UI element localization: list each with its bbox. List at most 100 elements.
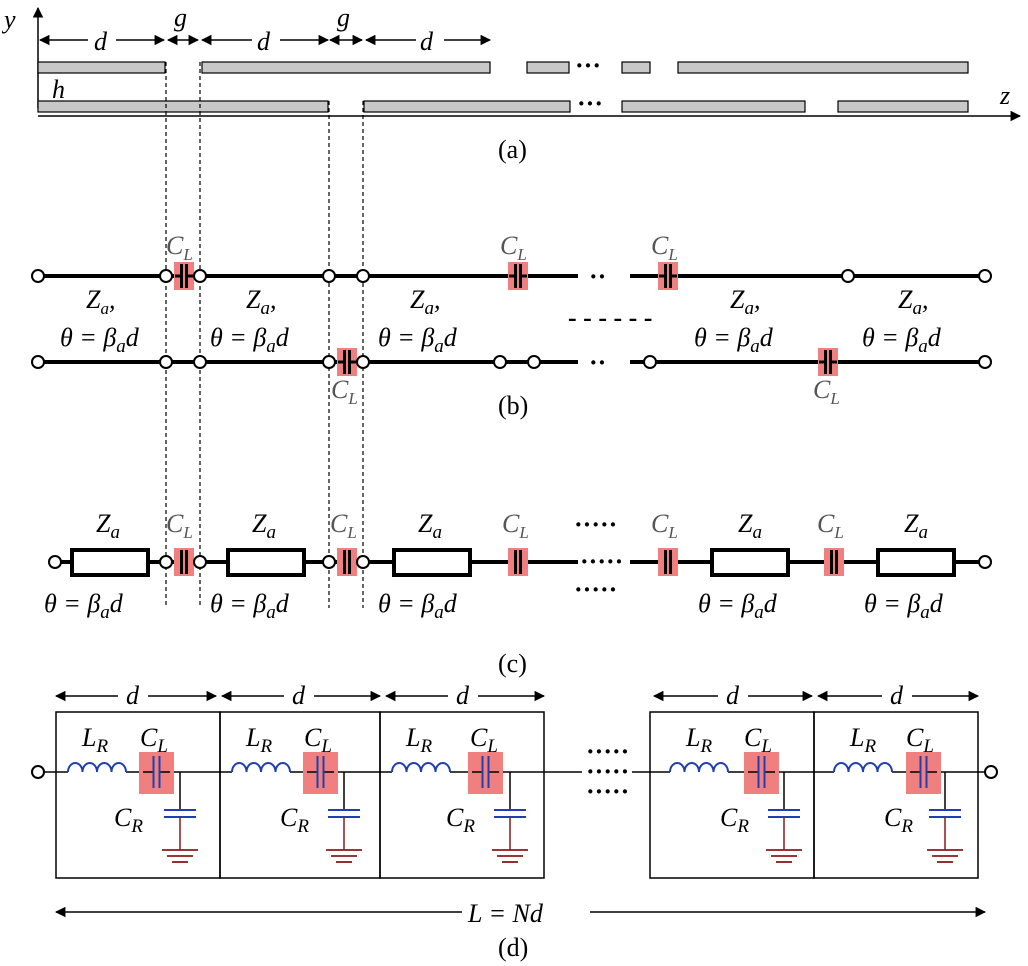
svg-text:CL: CL — [744, 723, 772, 757]
guide-lines — [165, 62, 364, 608]
capacitor-icon — [508, 262, 528, 290]
capacitor-icon — [818, 348, 838, 376]
cl-labels-c: CL CL CL CL CL — [166, 509, 844, 542]
cl-labels-d: CL CL CL CL CL — [140, 723, 934, 757]
svg-text:d: d — [890, 681, 904, 710]
tl-boxes — [70, 548, 956, 577]
svg-text:θ = βad: θ = βad — [44, 589, 124, 623]
inductor-icon — [391, 762, 451, 773]
svg-text:CL: CL — [813, 375, 840, 408]
shunt-capacitor-icon — [162, 772, 198, 863]
middle-dashes: - - - - - - — [568, 303, 652, 332]
bottom-c-dots: ····· — [574, 575, 617, 604]
shunt-capacitor-icon — [492, 772, 528, 863]
top-c-dots: ····· — [574, 510, 617, 539]
svg-text:Za: Za — [418, 509, 442, 543]
capacitor-icon — [174, 548, 194, 576]
caption-b: (b) — [498, 391, 528, 420]
shunt-capacitor-icon — [326, 772, 362, 863]
svg-text:Za: Za — [904, 509, 928, 543]
svg-text:CL: CL — [331, 375, 358, 408]
caption-d: (d) — [498, 933, 528, 962]
svg-text:CL: CL — [651, 509, 678, 542]
caption-c: (c) — [498, 649, 527, 678]
g-label-2: g — [337, 3, 350, 32]
terminals-d — [31, 765, 998, 779]
svg-text:Za,: Za, — [898, 285, 928, 319]
bottom-strips — [37, 100, 969, 113]
capacitor-icon — [906, 752, 941, 794]
capacitor-icon — [174, 262, 194, 290]
line-c-dots: ····· — [580, 547, 623, 576]
d-dots-bottom: ····· — [586, 777, 629, 806]
svg-text:d: d — [126, 681, 140, 710]
bottom-line-dots: ·· — [589, 348, 606, 377]
svg-text:θ = βad: θ = βad — [378, 323, 458, 357]
node-circles-b — [31, 269, 992, 369]
shunt-capacitor-icon — [766, 772, 802, 863]
svg-text:LR: LR — [849, 723, 876, 757]
panel-b: ·· ·· — [31, 231, 992, 420]
svg-text:LR: LR — [405, 723, 432, 757]
g-label-1: g — [174, 3, 187, 32]
svg-text:θ = βad: θ = βad — [864, 589, 944, 623]
svg-text:θ = βad: θ = βad — [60, 323, 140, 357]
svg-text:CL: CL — [502, 509, 529, 542]
capacitor-icon — [139, 752, 174, 794]
svg-text:CL: CL — [470, 723, 498, 757]
svg-text:d: d — [726, 681, 740, 710]
d-dots-mid: ····· — [586, 757, 629, 786]
h-label: h — [52, 75, 65, 104]
svg-text:CR: CR — [884, 803, 913, 837]
inductor-icon — [669, 762, 729, 773]
svg-text:θ = βad: θ = βad — [210, 323, 290, 357]
inductor-icon — [67, 762, 127, 773]
svg-text:CL: CL — [651, 231, 678, 264]
svg-text:d: d — [292, 681, 306, 710]
svg-text:CL: CL — [330, 509, 357, 542]
svg-text:CL: CL — [166, 231, 193, 264]
cr-labels-d: CR CR CR CR CR — [114, 803, 913, 837]
svg-text:Za,: Za, — [86, 285, 115, 318]
svg-text:θ = βad: θ = βad — [694, 323, 774, 357]
capacitor-icon — [744, 752, 779, 794]
svg-text:CL: CL — [500, 231, 527, 264]
d-labels: d d d d d — [118, 681, 912, 710]
svg-text:θ = βad: θ = βad — [862, 323, 942, 357]
svg-text:Za: Za — [252, 509, 276, 543]
d-label-2: d — [257, 27, 271, 56]
svg-text:LR: LR — [685, 723, 712, 757]
svg-text:Za,: Za, — [246, 285, 276, 319]
capacitor-icon — [337, 348, 357, 376]
capacitor-icon — [658, 548, 678, 576]
total-length-label: L = Nd — [467, 899, 544, 928]
y-axis-label: y — [1, 5, 16, 34]
svg-text:CL: CL — [906, 723, 934, 757]
top-dots: ··· — [575, 51, 601, 80]
caption-a: (a) — [498, 135, 527, 164]
z-axis-label: z — [999, 81, 1010, 110]
svg-text:CL: CL — [140, 723, 168, 757]
svg-text:CR: CR — [446, 803, 475, 837]
svg-text:Za,: Za, — [730, 285, 760, 319]
capacitor-icon — [824, 548, 844, 576]
svg-text:LR: LR — [245, 723, 272, 757]
panel-a: y z d g d g d ··· — [1, 3, 1022, 164]
top-line-dots: ·· — [589, 262, 606, 291]
svg-text:CL: CL — [166, 509, 193, 542]
svg-text:θ = βad: θ = βad — [210, 589, 290, 623]
top-strips — [37, 61, 969, 74]
capacitor-icon — [658, 262, 678, 290]
svg-text:Za: Za — [96, 509, 120, 543]
svg-text:Za: Za — [738, 509, 762, 543]
d-label-3: d — [420, 27, 434, 56]
panel-c: ····· ····· ····· — [44, 509, 992, 678]
svg-text:d: d — [456, 681, 470, 710]
d-label-1: d — [94, 27, 108, 56]
svg-text:CL: CL — [817, 509, 844, 542]
inductor-icon — [231, 762, 291, 773]
svg-text:θ = βad: θ = βad — [378, 589, 458, 623]
svg-text:LR: LR — [81, 723, 108, 757]
svg-text:θ = βad: θ = βad — [698, 589, 778, 623]
